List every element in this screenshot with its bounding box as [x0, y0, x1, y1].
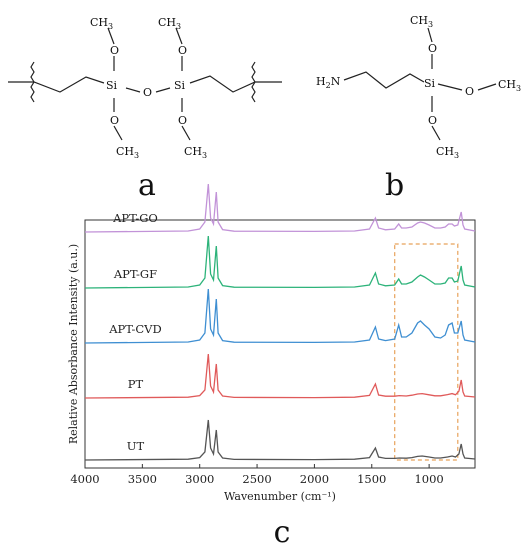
structure-a-atoms: Si Si O O O O O CH3 CH3 CH3 CH3 a: [90, 16, 207, 203]
highlight-region: [394, 243, 459, 461]
y-axis-title: Relative Absorbance Intensity (a.u.): [67, 244, 80, 444]
atom-o-bridge: O: [143, 86, 152, 99]
propyl-chain-right: [189, 75, 282, 93]
x-tick-label: 3000: [185, 472, 214, 486]
atom-si-b: Si: [424, 77, 436, 90]
ftir-chart: UT PT APT-CVD APT-GF APT-GO 4000 3500 3000 2500…: [67, 183, 476, 550]
x-tick-label: 1500: [357, 472, 386, 486]
methyl-upper-b: CH3: [410, 14, 433, 29]
atom-si-1: Si: [106, 79, 118, 92]
structure-a: [8, 27, 282, 141]
series-label-apt-gf: APT-GF: [113, 267, 157, 281]
methyl-lower-1: CH3: [116, 145, 139, 160]
amine-group: H2N: [316, 75, 341, 90]
structure-b-atoms: H2N Si O O O CH3 CH3 CH3 b: [316, 14, 521, 203]
atom-o-lower-b: O: [428, 114, 437, 127]
series-line-apt-cvd: [84, 288, 476, 344]
series-line-apt-gf: [84, 235, 476, 289]
series-label-apt-go: APT-GO: [112, 211, 158, 225]
atom-o-upper-2: O: [178, 44, 187, 57]
methyl-upper-2: CH3: [158, 16, 181, 31]
panel-label-b: b: [385, 168, 404, 203]
propyl-chain-left: [8, 76, 105, 93]
x-axis-title: Wavenumber (cm⁻¹): [224, 490, 336, 503]
atom-o-lower-1: O: [110, 114, 119, 127]
panel-label-c: c: [274, 515, 291, 550]
series-line-pt: [84, 353, 476, 399]
methyl-lower-2: CH3: [184, 145, 207, 160]
x-tick-label: 4000: [70, 472, 99, 486]
series-label-apt-cvd: APT-CVD: [108, 322, 161, 336]
methyl-lower-b: CH3: [436, 145, 459, 160]
methyl-right-b: CH3: [498, 78, 521, 93]
methyl-upper-1: CH3: [90, 16, 113, 31]
series-line-apt-go: [84, 183, 476, 233]
atom-o-upper-1: O: [110, 44, 119, 57]
panel-label-a: a: [138, 168, 156, 203]
series-label-pt: PT: [128, 377, 144, 391]
x-tick-label: 2500: [242, 472, 271, 486]
x-axis-ticks: 4000 3500 3000 2500 2000 1500 1000: [70, 464, 444, 486]
x-tick-label: 3500: [128, 472, 157, 486]
atom-o-lower-2: O: [178, 114, 187, 127]
aminopropyl-chain: [343, 71, 425, 89]
x-tick-label: 2000: [300, 472, 329, 486]
series-layer: UT PT APT-CVD APT-GF APT-GO: [84, 183, 476, 461]
atom-o-upper-b: O: [428, 42, 437, 55]
series-label-ut: UT: [127, 439, 145, 453]
atom-o-right-b: O: [465, 85, 474, 98]
plot-frame: [84, 219, 476, 469]
x-tick-label: 1000: [414, 472, 443, 486]
structure-b: [343, 27, 497, 141]
series-line-ut: [84, 419, 476, 461]
atom-si-2: Si: [174, 79, 186, 92]
